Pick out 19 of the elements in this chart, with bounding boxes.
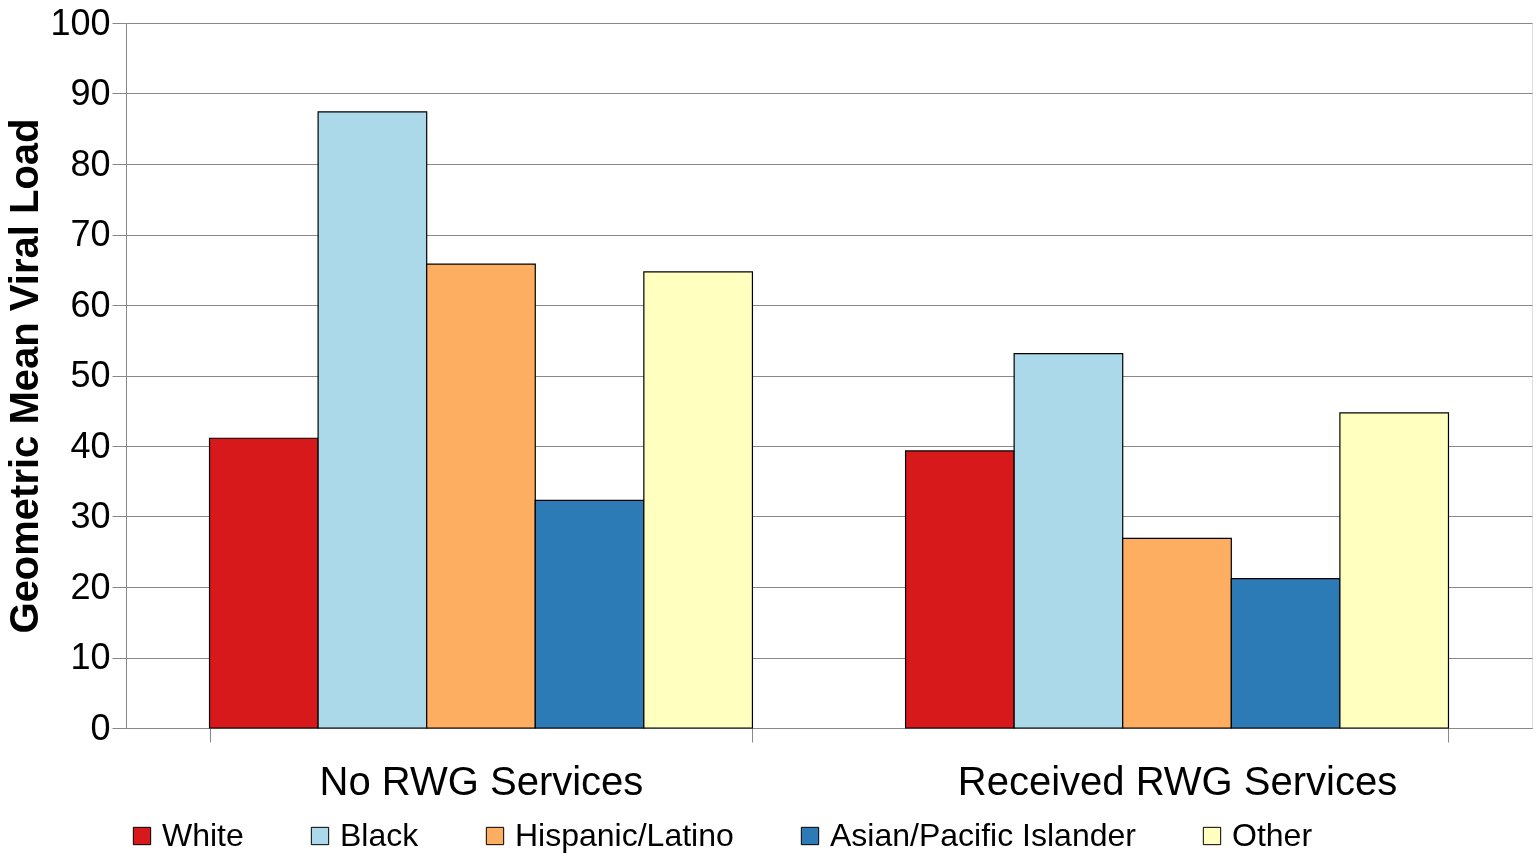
y-tick-label: 10 [70, 636, 111, 677]
legend-label: Asian/Pacific Islander [830, 817, 1137, 853]
y-tick-label: 40 [70, 424, 111, 466]
legend-label: Hispanic/Latino [515, 817, 734, 853]
x-tick-label: No RWG Services [319, 758, 644, 803]
y-tick-label: 0 [90, 706, 111, 748]
y-tick-label: 90 [70, 72, 111, 113]
y-tick-label: 70 [70, 213, 111, 254]
legend-label: Black [340, 817, 420, 853]
legend-label: Other [1232, 817, 1313, 853]
y-tick-label: 60 [70, 283, 111, 325]
y-tick-label: 100 [50, 1, 111, 43]
y-tick-label: 30 [70, 495, 111, 536]
y-tick-label: 80 [70, 142, 111, 184]
x-tick-label: Received RWG Services [957, 758, 1398, 803]
legend-label: White [162, 817, 244, 853]
y-tick-label: 50 [70, 354, 111, 395]
y-axis-title: Geometric Mean Viral Load [2, 118, 47, 634]
y-tick-label: 20 [70, 565, 111, 607]
